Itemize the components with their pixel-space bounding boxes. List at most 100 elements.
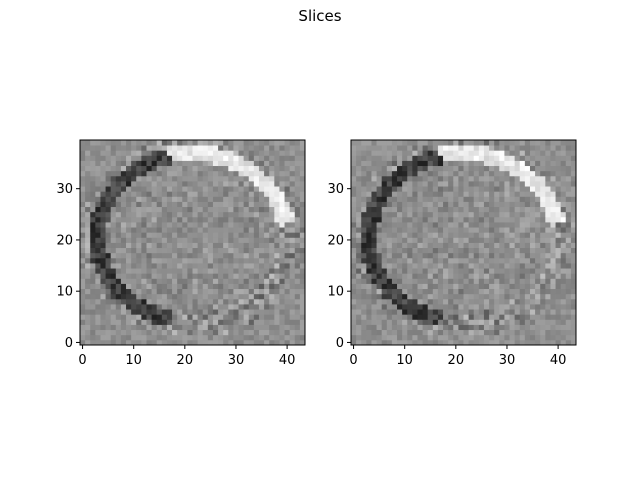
heatmap-cell	[351, 314, 357, 320]
heatmap-cell	[146, 247, 152, 254]
heatmap-cell	[294, 201, 301, 208]
heatmap-cell	[105, 160, 112, 167]
heatmap-cell	[494, 155, 500, 161]
heatmap-cell	[437, 324, 444, 331]
heatmap-cell	[351, 211, 357, 218]
heatmap-cell	[187, 278, 193, 284]
heatmap-cell	[366, 304, 372, 310]
heatmap-cell	[381, 283, 388, 290]
heatmap-cell	[402, 206, 408, 213]
heatmap-cell	[386, 304, 393, 310]
heatmap-cell	[427, 319, 434, 325]
heatmap-cell	[417, 140, 423, 146]
heatmap-cell	[80, 273, 86, 279]
heatmap-cell	[555, 222, 562, 228]
heatmap-cell	[264, 186, 270, 192]
heatmap-cell	[499, 298, 505, 305]
heatmap-cell	[412, 242, 418, 249]
heatmap-cell	[391, 145, 398, 151]
heatmap-cell	[386, 201, 393, 208]
heatmap-cell	[545, 140, 551, 146]
heatmap-cell	[269, 211, 275, 218]
heatmap-cell	[258, 293, 265, 300]
heatmap-cell	[458, 334, 464, 341]
heatmap-cell	[126, 237, 132, 243]
heatmap-cell	[146, 252, 152, 259]
heatmap-cell	[177, 170, 183, 177]
heatmap-cell	[279, 160, 285, 167]
heatmap-cell	[545, 216, 551, 223]
heatmap-cell	[397, 222, 403, 228]
heatmap-cell	[218, 222, 224, 228]
heatmap-cell	[468, 314, 475, 320]
heatmap-cell	[356, 227, 362, 233]
heatmap-cell	[478, 273, 485, 279]
heatmap-cell	[519, 222, 526, 228]
heatmap-cell	[110, 140, 117, 146]
heatmap-cell	[151, 329, 158, 336]
heatmap-cell	[85, 257, 91, 264]
heatmap-cell	[238, 170, 245, 177]
heatmap-cell	[197, 227, 204, 233]
heatmap-cell	[284, 339, 291, 346]
heatmap-cell	[136, 304, 142, 310]
heatmap-cell	[238, 227, 245, 233]
heatmap-cell	[243, 206, 250, 213]
heatmap-cell	[141, 319, 147, 325]
heatmap-cell	[177, 196, 183, 202]
heatmap-cell	[95, 293, 101, 300]
heatmap-cell	[397, 247, 403, 254]
heatmap-cell	[448, 150, 454, 156]
heatmap-cell	[156, 206, 163, 213]
heatmap-cell	[509, 160, 516, 167]
heatmap-cell	[284, 216, 291, 223]
heatmap-cell	[458, 304, 464, 310]
heatmap-cell	[535, 273, 541, 279]
heatmap-cell	[407, 222, 413, 228]
heatmap-cell	[274, 232, 280, 238]
heatmap-cell	[202, 252, 209, 259]
heatmap-cell	[182, 252, 188, 259]
heatmap-cell	[274, 201, 280, 208]
heatmap-cell	[238, 242, 245, 249]
heatmap-cell	[550, 140, 556, 146]
heatmap-cell	[172, 278, 178, 284]
heatmap-cell	[156, 278, 163, 284]
heatmap-cell	[545, 298, 551, 305]
heatmap-cell	[391, 298, 398, 305]
heatmap-image	[351, 140, 577, 346]
heatmap-cell	[126, 314, 132, 320]
heatmap-cell	[545, 160, 551, 167]
heatmap-cell	[535, 304, 541, 310]
heatmap-cell	[105, 314, 112, 320]
heatmap-cell	[258, 288, 265, 295]
heatmap-cell	[197, 329, 204, 336]
heatmap-cell	[223, 309, 229, 315]
heatmap-cell	[187, 155, 193, 161]
heatmap-cell	[289, 257, 296, 264]
heatmap-cell	[207, 268, 214, 274]
heatmap-cell	[376, 175, 383, 182]
heatmap-cell	[212, 227, 219, 233]
heatmap-cell	[223, 206, 229, 213]
heatmap-cell	[499, 232, 505, 238]
heatmap-cell	[540, 216, 546, 223]
heatmap-cell	[402, 268, 408, 274]
heatmap-cell	[161, 201, 168, 208]
heatmap-cell	[105, 252, 112, 259]
heatmap-cell	[504, 304, 510, 310]
heatmap-cell	[248, 227, 255, 233]
heatmap-cell	[432, 314, 439, 320]
heatmap-cell	[489, 268, 495, 274]
heatmap-cell	[550, 278, 556, 284]
heatmap-cell	[218, 155, 224, 161]
heatmap-cell	[228, 339, 234, 346]
heatmap-cell	[417, 175, 423, 182]
heatmap-cell	[519, 237, 526, 243]
heatmap-cell	[565, 247, 572, 254]
heatmap-cell	[356, 181, 362, 187]
heatmap-cell	[126, 324, 132, 331]
heatmap-cell	[514, 211, 521, 218]
heatmap-cell	[540, 278, 546, 284]
heatmap-cell	[437, 309, 444, 315]
